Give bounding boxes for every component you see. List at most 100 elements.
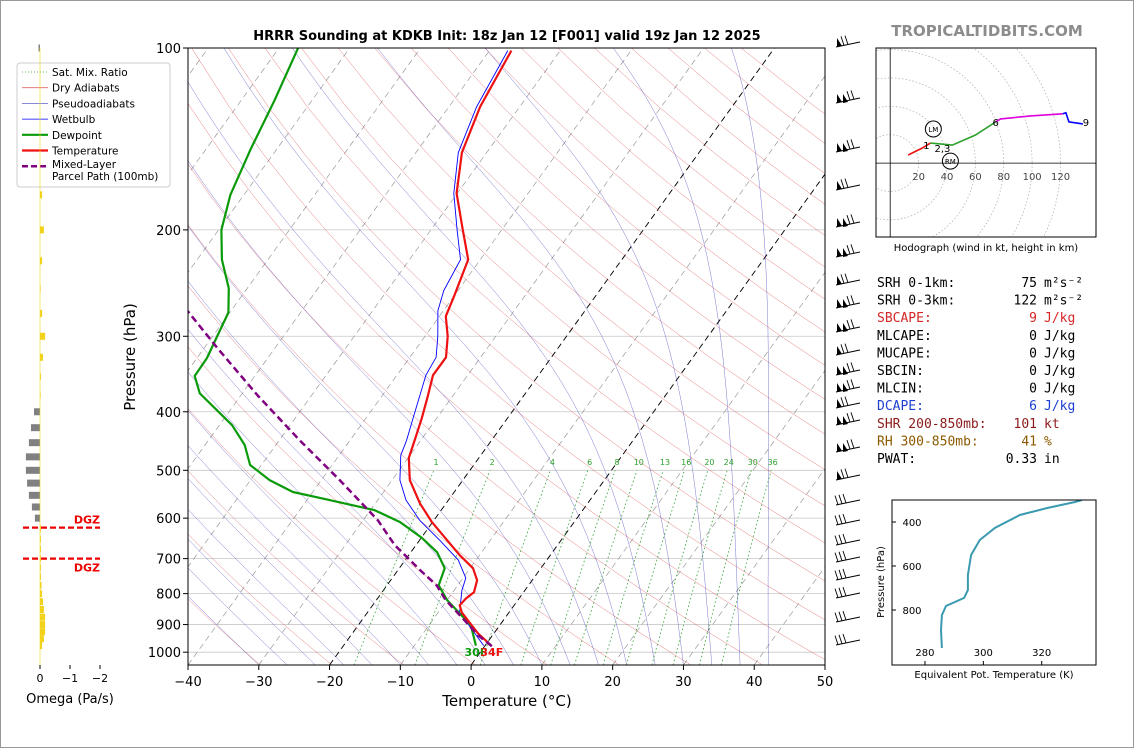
omega-bar [40, 642, 42, 649]
stat-label: SBCAPE: [877, 311, 932, 326]
y-tick-label: 200 [156, 224, 181, 239]
chart-title: HRRR Sounding at KDKB Init: 18z Jan 12 [… [253, 29, 760, 44]
omega-bar [40, 257, 42, 264]
surface-label: 34F [480, 646, 503, 659]
y-tick-label: 600 [156, 512, 181, 527]
x-tick-label: 40 [746, 675, 763, 690]
y-tick-label: 1000 [148, 646, 181, 661]
x-tick-label: −30 [245, 675, 272, 690]
stat-value: 0 [1029, 382, 1037, 397]
omega-bar [32, 503, 40, 510]
stat-value: 0 [1029, 346, 1037, 361]
x-tick-label: −20 [316, 675, 343, 690]
legend-label: Temperature [51, 146, 119, 158]
omega-bar [40, 598, 43, 605]
mixing-ratio-label: 1 [434, 458, 439, 467]
thetae-y-tick-label: 800 [902, 606, 921, 617]
hodograph-ring-label: 20 [912, 172, 925, 183]
stat-value: 101 [1014, 417, 1037, 432]
thetae-x-tick-label: 320 [1032, 648, 1051, 659]
x-tick-label: 30 [675, 675, 692, 690]
stat-label: MLCAPE: [877, 329, 932, 344]
mixing-ratio-label: 30 [748, 458, 758, 467]
hodograph-height-label: 1 [923, 141, 929, 152]
mixing-ratio-label: 36 [768, 458, 778, 467]
legend-label: Wetbulb [52, 114, 96, 126]
stat-unit: J/kg [1044, 382, 1075, 397]
stat-label: MLCIN: [877, 382, 924, 397]
stat-label: RH 300-850mb: [877, 434, 979, 449]
x-axis-label: Temperature (°C) [441, 692, 571, 710]
mixing-ratio-label: 24 [724, 458, 734, 467]
omega-bar [40, 191, 42, 198]
dgz-label: DGZ [74, 562, 100, 575]
omega-bar [26, 453, 40, 460]
hodograph-height-label: 6 [992, 118, 998, 129]
stat-unit: m²s⁻² [1044, 294, 1083, 309]
dgz-label: DGZ [74, 514, 100, 527]
storm-motion-label: LM [928, 126, 938, 134]
thetae-y-tick-label: 400 [902, 518, 921, 529]
stat-unit: J/kg [1044, 346, 1075, 361]
hodograph-caption: Hodograph (wind in kt, height in km) [894, 243, 1079, 254]
stat-value: 0 [1029, 329, 1037, 344]
stat-value: 0.33 [1006, 452, 1037, 467]
stat-label: SRH 0-3km: [877, 294, 955, 309]
hodograph-height-label: 9 [1083, 118, 1089, 129]
hodograph-ring-label: 120 [1051, 172, 1070, 183]
stat-unit: kt [1044, 417, 1060, 432]
y-tick-label: 100 [156, 42, 181, 57]
stat-value: 0 [1029, 364, 1037, 379]
omega-bar [34, 408, 40, 415]
y-tick-label: 500 [156, 464, 181, 479]
thetae-y-label: Pressure (hPa) [876, 546, 887, 618]
hodograph-ring-label: 40 [941, 172, 954, 183]
stat-unit: in [1044, 452, 1060, 467]
x-tick-label: 10 [534, 675, 551, 690]
omega-bar [40, 614, 45, 621]
x-tick-label: −10 [387, 675, 414, 690]
stat-value: 41 [1021, 434, 1037, 449]
stat-value: 122 [1014, 294, 1037, 309]
omega-bar [40, 621, 45, 628]
omega-bar [27, 480, 40, 487]
stat-label: DCAPE: [877, 399, 924, 414]
stat-label: MUCAPE: [877, 346, 932, 361]
thetae-x-tick-label: 280 [915, 648, 934, 659]
y-tick-label: 900 [156, 619, 181, 634]
omega-bar [29, 439, 40, 446]
omega-bar [40, 590, 42, 597]
mixing-ratio-label: 8 [614, 458, 619, 467]
stat-unit: J/kg [1044, 311, 1075, 326]
hodograph-ring-label: 100 [1023, 172, 1042, 183]
stat-value: 6 [1029, 399, 1037, 414]
thetae-y-tick-label: 600 [902, 562, 921, 573]
omega-x-tick-label: −2 [92, 672, 108, 685]
hodograph-ring-label: 60 [969, 172, 982, 183]
stat-label: SBCIN: [877, 364, 924, 379]
stat-unit: J/kg [1044, 364, 1075, 379]
mixing-ratio-label: 16 [681, 458, 691, 467]
omega-x-tick-label: 0 [37, 672, 44, 685]
legend-label: Sat. Mix. Ratio [52, 67, 128, 79]
y-tick-label: 400 [156, 406, 181, 421]
mixing-ratio-label: 20 [704, 458, 714, 467]
stat-unit: m²s⁻² [1044, 276, 1083, 291]
omega-x-tick-label: −1 [62, 672, 78, 685]
omega-bar [40, 635, 44, 642]
omega-axis-label: Omega (Pa/s) [26, 692, 114, 707]
stat-value: 75 [1021, 276, 1037, 291]
y-tick-label: 800 [156, 588, 181, 603]
mixing-ratio-label: 4 [550, 458, 555, 467]
hodograph-ring-label: 80 [997, 172, 1010, 183]
omega-bar [40, 628, 45, 635]
x-tick-label: −40 [174, 675, 201, 690]
stat-unit: % [1044, 434, 1052, 449]
legend-label: Pseudoadiabats [52, 98, 135, 110]
legend-label: Dry Adiabats [52, 83, 120, 95]
mixing-ratio-label: 13 [660, 458, 670, 467]
mixing-ratio-label: 6 [587, 458, 592, 467]
stat-label: SHR 200-850mb: [877, 417, 987, 432]
